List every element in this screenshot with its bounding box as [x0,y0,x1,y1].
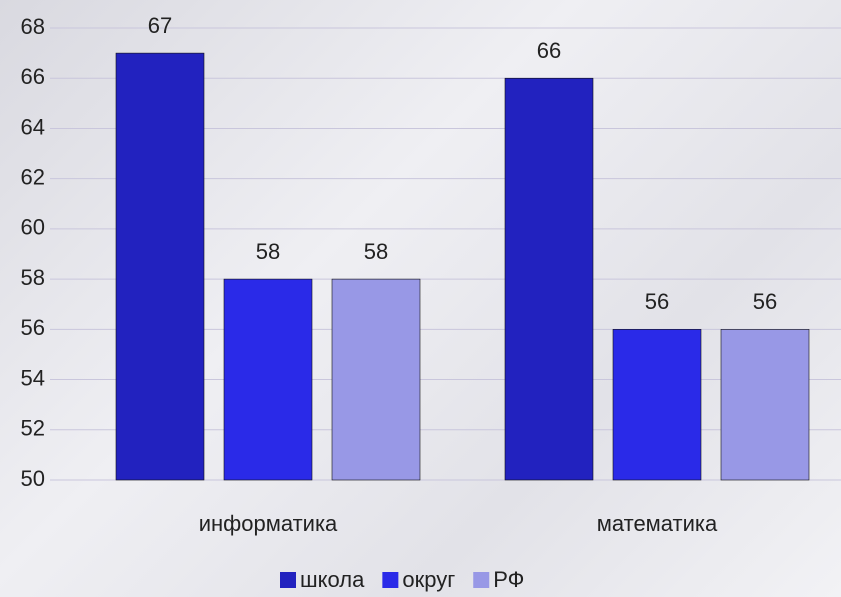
legend-label: округ [402,567,455,592]
x-tick-label: информатика [199,511,338,536]
y-tick-label: 54 [21,365,45,390]
y-tick-label: 60 [21,215,45,240]
bar [720,329,810,481]
legend-label: школа [300,567,365,592]
data-label: 56 [753,289,777,314]
y-tick-label: 66 [21,64,45,89]
bar [223,278,313,481]
legend-swatch [473,572,490,588]
data-label: 56 [645,289,669,314]
y-tick-label: 58 [21,265,45,290]
legend-swatch [382,572,399,588]
y-tick-label: 50 [21,466,45,491]
x-tick-label: математика [597,511,718,536]
bar [115,52,205,481]
bar [612,329,702,481]
y-tick-label: 62 [21,164,45,189]
y-tick-label: 64 [21,114,45,139]
legend-swatch [280,572,296,588]
data-label: 58 [256,239,280,264]
bar [331,278,421,481]
bar [504,77,594,481]
data-label: 66 [537,38,561,63]
y-tick-label: 56 [21,315,45,340]
legend-label: РФ [493,567,524,592]
y-tick-label: 52 [21,416,45,441]
data-label: 58 [364,239,388,264]
data-label: 67 [148,13,172,38]
y-tick-label: 68 [21,14,45,39]
